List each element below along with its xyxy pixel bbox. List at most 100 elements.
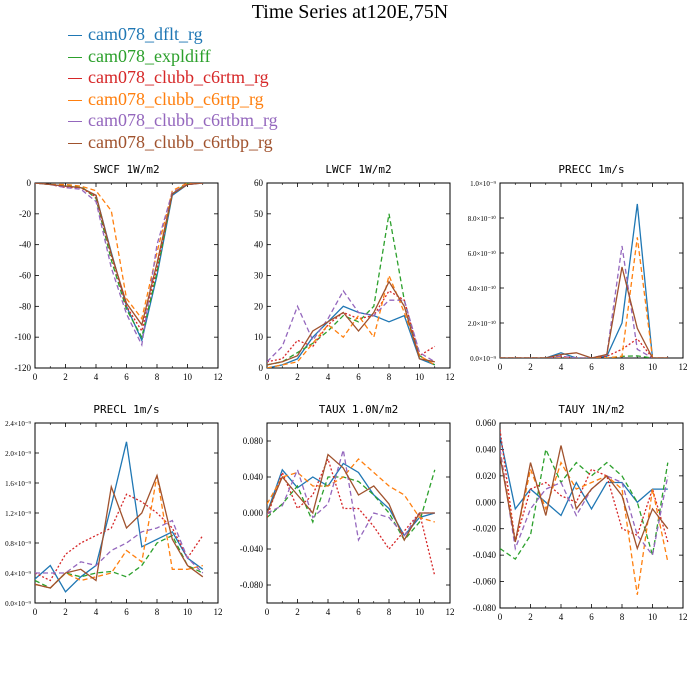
- x-tick-label: 2: [295, 607, 300, 617]
- series-line: [267, 273, 436, 368]
- chart-panel: LWCF 1W/m2 0 2 4 6 8 10 12 0 10 20 30 40 50 60: [254, 163, 455, 382]
- series-line: [35, 183, 203, 327]
- y-tick-label: -20: [19, 209, 31, 219]
- plot-frame: [499, 182, 684, 359]
- y-tick-label: 0.040: [243, 472, 264, 482]
- x-tick-label: 10: [648, 362, 658, 372]
- x-tick-label: 4: [94, 607, 99, 617]
- legend-item: cam078_expldiff: [68, 46, 278, 68]
- legend-label: cam078_dflt_rg: [88, 24, 203, 44]
- series-line: [267, 453, 435, 542]
- y-tick-label: -0.080: [473, 603, 497, 613]
- series-line: [500, 266, 668, 358]
- x-tick-label: 12: [214, 372, 223, 382]
- x-tick-label: 2: [528, 612, 533, 622]
- x-tick-label: 0: [33, 607, 38, 617]
- y-tick-label: 0.8×10⁻⁹: [5, 540, 31, 548]
- y-tick-label: -60: [19, 271, 31, 281]
- series-line: [267, 305, 436, 368]
- y-tick-label: 6.0×10⁻¹⁰: [468, 250, 496, 258]
- series-line: [267, 280, 435, 366]
- y-tick-label: 60: [254, 178, 264, 188]
- chart-title: PRECL 1m/s: [93, 403, 159, 416]
- x-tick-label: 8: [155, 372, 160, 382]
- x-tick-label: 12: [446, 372, 455, 382]
- x-tick-label: 0: [265, 372, 270, 382]
- y-tick-label: 0.060: [476, 418, 497, 428]
- y-tick-label: 2.0×10⁻¹⁰: [468, 320, 496, 328]
- legend-label: cam078_expldiff: [88, 45, 211, 66]
- y-tick-label: 20: [254, 301, 264, 311]
- series-line: [35, 441, 204, 593]
- series-line: [35, 519, 204, 574]
- chart-title: TAUY 1N/m2: [558, 403, 624, 416]
- chart-title: PRECC 1m/s: [558, 163, 624, 176]
- series-line: [35, 183, 203, 348]
- x-tick-label: 6: [124, 372, 129, 382]
- series-line: [267, 457, 436, 577]
- x-tick-label: 4: [559, 362, 564, 372]
- series-line: [267, 469, 436, 542]
- series-line: [500, 447, 669, 561]
- plot-frame: [499, 422, 684, 609]
- series-line: [500, 203, 668, 358]
- legend-swatch: [68, 56, 82, 58]
- chart-title: LWCF 1W/m2: [325, 163, 391, 176]
- series-line: [35, 493, 204, 582]
- legend-item: cam078_clubb_c6rtm_rg: [68, 67, 278, 89]
- x-tick-label: 10: [183, 372, 193, 382]
- x-tick-label: 4: [326, 372, 331, 382]
- x-tick-label: 4: [326, 607, 331, 617]
- x-tick-label: 10: [415, 372, 425, 382]
- x-tick-label: 12: [679, 612, 688, 622]
- x-tick-label: 4: [94, 372, 99, 382]
- y-tick-label: 2.4×10⁻⁹: [5, 420, 31, 428]
- y-tick-label: -120: [15, 363, 32, 373]
- legend-item: cam078_clubb_c6rtbm_rg: [68, 110, 278, 132]
- x-tick-label: 8: [155, 607, 160, 617]
- series-line: [35, 183, 203, 339]
- x-tick-label: 6: [356, 607, 361, 617]
- x-tick-label: 6: [589, 612, 594, 622]
- y-tick-label: 0.0×10⁻⁹: [5, 600, 31, 608]
- series-line: [35, 183, 203, 321]
- y-tick-label: 0: [27, 178, 32, 188]
- x-tick-label: 2: [528, 362, 533, 372]
- x-tick-label: 0: [265, 607, 270, 617]
- x-tick-label: 12: [679, 362, 688, 372]
- y-tick-label: 8.0×10⁻¹⁰: [468, 215, 496, 223]
- y-tick-label: -0.020: [473, 524, 497, 534]
- x-tick-label: 8: [620, 612, 625, 622]
- chart-title: SWCF 1W/m2: [93, 163, 159, 176]
- y-tick-label: -40: [19, 240, 31, 250]
- y-tick-label: -100: [15, 332, 32, 342]
- x-tick-label: 0: [498, 362, 503, 372]
- series-line: [35, 183, 203, 343]
- legend-swatch: [68, 121, 82, 123]
- y-tick-label: 0.000: [476, 497, 497, 507]
- x-tick-label: 8: [620, 362, 625, 372]
- y-tick-label: 30: [254, 271, 264, 281]
- x-tick-label: 8: [387, 372, 392, 382]
- chart-panel: PRECC 1m/s 0 2 4 6 8 10 12 0.0×10⁻⁹ 2.0×10⁻¹⁰ 4.0×…: [468, 163, 688, 372]
- y-tick-label: 4.0×10⁻¹⁰: [468, 285, 496, 293]
- x-tick-label: 4: [559, 612, 564, 622]
- x-tick-label: 6: [356, 372, 361, 382]
- series-line: [35, 473, 204, 589]
- x-tick-label: 2: [63, 372, 68, 382]
- legend-label: cam078_clubb_c6rtbm_rg: [88, 110, 278, 130]
- x-tick-label: 10: [415, 607, 425, 617]
- y-tick-label: 0.080: [243, 436, 264, 446]
- chart-panel: TAUX 1.0N/m2 0 2 4 6 8 10 12 0.080 0.040 0.000 -0.0…: [240, 403, 455, 617]
- y-tick-label: -0.040: [240, 544, 264, 554]
- page-title: Time Series at120E,75N: [251, 1, 449, 23]
- series-line: [500, 449, 669, 595]
- y-tick-label: 1.6×10⁻⁹: [5, 480, 31, 488]
- series-line: [500, 449, 669, 557]
- legend-item: cam078_dflt_rg: [68, 24, 278, 46]
- series-line: [267, 289, 436, 363]
- series-line: [267, 458, 435, 523]
- x-tick-label: 12: [214, 607, 223, 617]
- chart-panel: TAUY 1N/m2 0 2 4 6 8 10 12 0.060 0.040 0.020 0.000 -…: [473, 403, 688, 622]
